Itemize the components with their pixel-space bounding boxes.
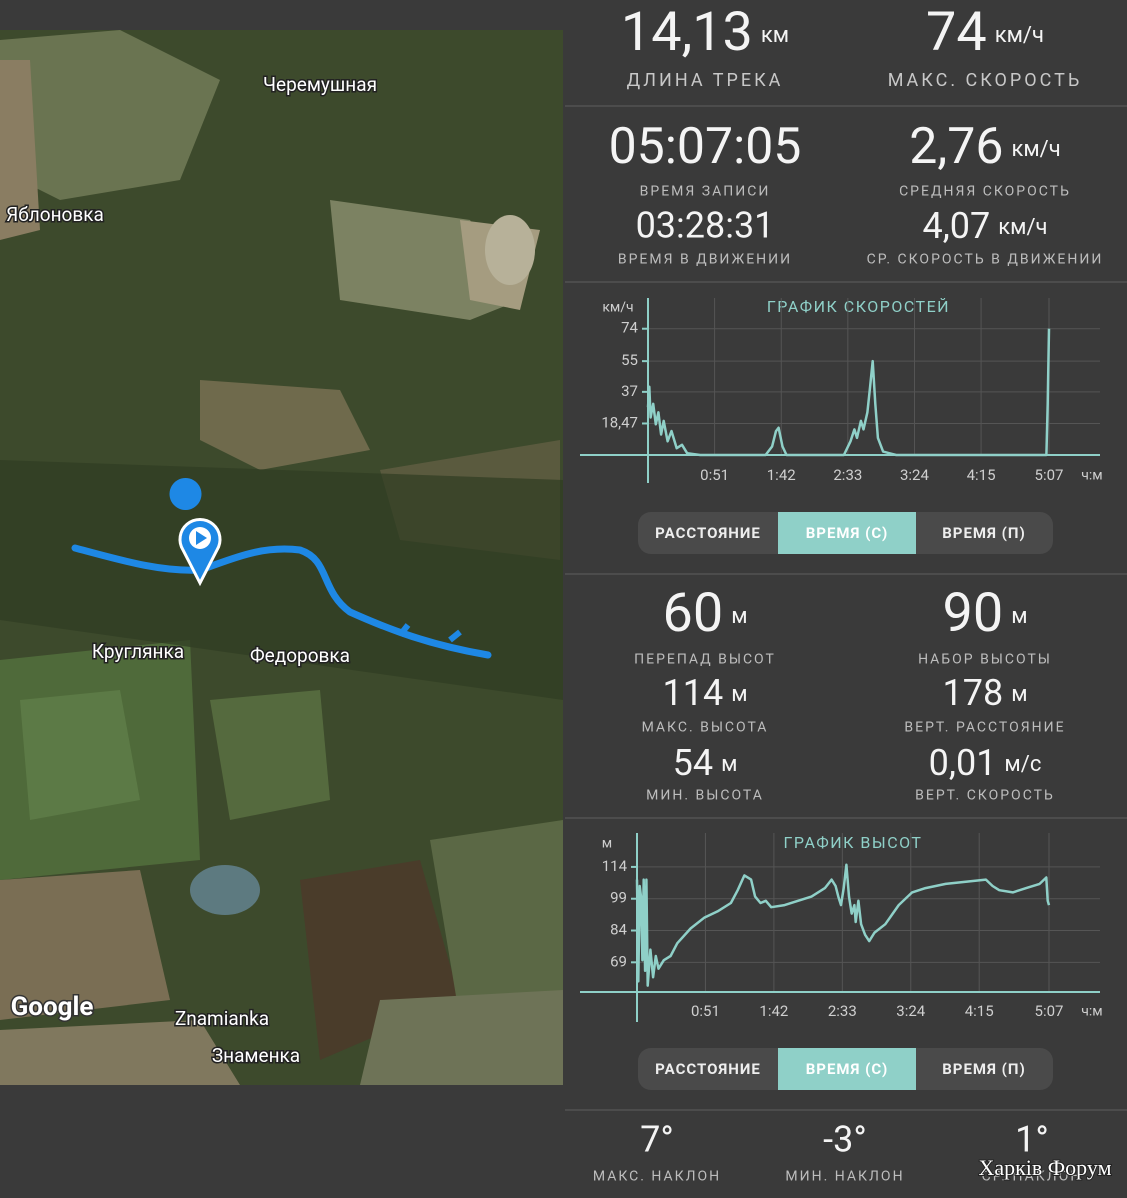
y-tick-label: 84 xyxy=(610,920,627,938)
x-tick-label: 4:15 xyxy=(967,466,996,484)
stat-label: СР. НАКЛОН xyxy=(982,1169,1083,1185)
stat-value: 03:28:31 xyxy=(636,205,775,247)
stat-label: МИН. ВЫСОТА xyxy=(646,788,764,804)
map-label: Федоровка xyxy=(250,644,350,667)
stat-label: СРЕДНЯЯ СКОРОСТЬ xyxy=(899,184,1071,200)
stat-value: 4,07 км/ч xyxy=(922,205,1047,247)
stat-value: -3° xyxy=(823,1119,867,1161)
stat-label: ВРЕМЯ ЗАПИСИ xyxy=(640,184,771,200)
y-tick-label: 114 xyxy=(602,857,628,875)
x-tick-label: 0:51 xyxy=(700,466,729,484)
watermark: Харків Форум xyxy=(978,1155,1111,1180)
segment-control[interactable]: РАССТОЯНИЕ ВРЕМЯ (С) ВРЕМЯ (П) xyxy=(638,512,1053,554)
segment[interactable]: ВРЕМЯ (П) xyxy=(942,1060,1026,1078)
stat-value: 7° xyxy=(640,1119,674,1161)
y-axis-label: м xyxy=(602,836,612,852)
y-tick-label: 18,47 xyxy=(601,413,638,431)
stat-value: 0,01 м/с xyxy=(929,742,1042,784)
map-label: Знаменка xyxy=(212,1044,300,1067)
stat-label: ДЛИНА ТРЕКА xyxy=(627,70,784,91)
y-tick-label: 74 xyxy=(621,319,638,337)
stat-value: 60 м xyxy=(662,582,747,645)
stat-label: МАКС. СКОРОСТЬ xyxy=(888,70,1083,91)
map-label: Яблоновка xyxy=(6,203,104,226)
map-label: Черемушная xyxy=(263,73,377,96)
x-tick-label: 2:33 xyxy=(828,1002,857,1020)
x-tick-label: 5:07 xyxy=(1035,1002,1064,1020)
y-tick-label: 37 xyxy=(621,382,638,400)
y-tick-label: 99 xyxy=(610,889,627,907)
chart-title: ГРАФИК СКОРОСТЕЙ xyxy=(767,297,950,316)
map-label: Круглянка xyxy=(92,640,184,663)
stat-label: НАБОР ВЫСОТЫ xyxy=(918,652,1052,668)
x-tick-label: 3:24 xyxy=(900,466,929,484)
stat-value: 178 м xyxy=(942,672,1027,714)
segment[interactable]: ВРЕМЯ (С) xyxy=(806,1060,889,1078)
stat-value: 14,13 км xyxy=(621,1,789,64)
x-tick-label: 4:15 xyxy=(965,1002,994,1020)
stat-value: 2,76 км/ч xyxy=(909,118,1060,176)
x-tick-label: 3:24 xyxy=(896,1002,925,1020)
x-tick-label: 2:33 xyxy=(833,466,862,484)
stat-value: 05:07:05 xyxy=(609,118,802,176)
y-tick-label: 69 xyxy=(610,952,627,970)
stat-label: ВЕРТ. РАССТОЯНИЕ xyxy=(904,720,1065,736)
segment[interactable]: РАССТОЯНИЕ xyxy=(655,1060,761,1078)
stat-label: МАКС. НАКЛОН xyxy=(593,1169,721,1185)
x-tick-label: 5:07 xyxy=(1035,466,1064,484)
stat-value: 74 км/ч xyxy=(926,1,1044,64)
y-tick-label: 55 xyxy=(621,351,638,369)
segment-control[interactable]: РАССТОЯНИЕ ВРЕМЯ (С) ВРЕМЯ (П) xyxy=(638,1048,1053,1090)
segment[interactable]: РАССТОЯНИЕ xyxy=(655,524,761,542)
stat-value: 90 м xyxy=(942,582,1027,645)
stat-label: ПЕРЕПАД ВЫСОТ xyxy=(634,652,776,668)
stat-label: МИН. НАКЛОН xyxy=(785,1169,904,1185)
stat-label: МАКС. ВЫСОТА xyxy=(642,720,769,736)
chart-title: ГРАФИК ВЫСОТ xyxy=(784,833,923,852)
data-line xyxy=(646,328,1051,457)
segment[interactable]: ВРЕМЯ (С) xyxy=(806,524,889,542)
stat-label: СР. СКОРОСТЬ В ДВИЖЕНИИ xyxy=(867,252,1104,268)
stat-label: ВРЕМЯ В ДВИЖЕНИИ xyxy=(618,252,792,268)
x-tick-label: 1:42 xyxy=(759,1002,788,1020)
map-label: Znamianka xyxy=(175,1007,269,1030)
data-line xyxy=(635,863,1051,987)
map-logo: Google xyxy=(11,992,94,1022)
stat-value: 1° xyxy=(1015,1119,1049,1161)
stat-value: 114 м xyxy=(662,672,747,714)
stat-value: 54 м xyxy=(673,742,738,784)
x-axis-label: ч:м xyxy=(1081,1004,1102,1020)
map[interactable] xyxy=(0,30,563,1085)
stat-label: ВЕРТ. СКОРОСТЬ xyxy=(915,788,1055,804)
x-tick-label: 1:42 xyxy=(767,466,796,484)
segment[interactable]: ВРЕМЯ (П) xyxy=(942,524,1026,542)
x-tick-label: 0:51 xyxy=(691,1002,720,1020)
x-axis-label: ч:м xyxy=(1081,468,1102,484)
y-axis-label: км/ч xyxy=(602,300,633,316)
